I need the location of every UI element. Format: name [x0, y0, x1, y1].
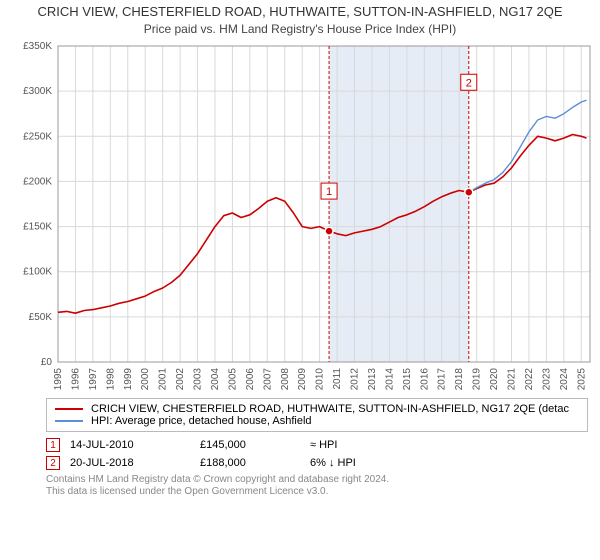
svg-text:2005: 2005	[227, 367, 238, 390]
sale-date: 20-JUL-2018	[70, 457, 190, 469]
svg-text:£150K: £150K	[23, 221, 52, 232]
sale-date: 14-JUL-2010	[70, 439, 190, 451]
svg-text:£350K: £350K	[23, 42, 52, 52]
sale-row: 2 20-JUL-2018 £188,000 6% ↓ HPI	[46, 456, 588, 470]
svg-text:1: 1	[326, 186, 332, 198]
sale-vs-hpi: ≈ HPI	[310, 439, 410, 451]
svg-text:£200K: £200K	[23, 176, 52, 187]
sales-table: 1 14-JUL-2010 £145,000 ≈ HPI 2 20-JUL-2018 £18…	[46, 438, 588, 470]
svg-text:2019: 2019	[472, 367, 483, 390]
svg-text:2000: 2000	[140, 367, 151, 390]
sale-price: £188,000	[200, 457, 300, 469]
svg-text:2014: 2014	[384, 367, 395, 390]
legend-row: CRICH VIEW, CHESTERFIELD ROAD, HUTHWAITE…	[55, 403, 579, 415]
svg-text:2002: 2002	[175, 367, 186, 390]
svg-text:£50K: £50K	[29, 311, 53, 322]
svg-text:2013: 2013	[367, 367, 378, 390]
svg-text:2020: 2020	[489, 367, 500, 390]
svg-text:£300K: £300K	[23, 86, 52, 97]
svg-text:1997: 1997	[88, 367, 99, 390]
svg-text:2018: 2018	[454, 367, 465, 390]
svg-text:2025: 2025	[576, 367, 587, 390]
chart-svg: £0 £50K £100K £150K £200K £250K £300K £350K 1995…	[6, 42, 594, 392]
svg-text:1998: 1998	[105, 367, 116, 390]
svg-text:2006: 2006	[245, 367, 256, 390]
svg-text:1995: 1995	[53, 367, 64, 390]
license-line-1: Contains HM Land Registry data © Crown c…	[46, 474, 594, 486]
sale-price: £145,000	[200, 439, 300, 451]
legend-label: CRICH VIEW, CHESTERFIELD ROAD, HUTHWAITE…	[91, 403, 569, 415]
legend: CRICH VIEW, CHESTERFIELD ROAD, HUTHWAITE…	[46, 398, 588, 432]
license-line-2: This data is licensed under the Open Gov…	[46, 486, 594, 498]
svg-text:2010: 2010	[315, 367, 326, 390]
svg-text:1996: 1996	[70, 367, 81, 390]
svg-text:2016: 2016	[419, 367, 430, 390]
legend-row: HPI: Average price, detached house, Ashf…	[55, 415, 579, 427]
legend-label: HPI: Average price, detached house, Ashf…	[91, 415, 312, 427]
svg-text:2003: 2003	[193, 367, 204, 390]
sale-number-badge: 2	[46, 456, 60, 470]
sale-vs-hpi: 6% ↓ HPI	[310, 457, 410, 469]
svg-text:2017: 2017	[437, 367, 448, 390]
sale-number-badge: 1	[46, 438, 60, 452]
svg-text:2024: 2024	[559, 367, 570, 390]
svg-text:2021: 2021	[507, 367, 518, 390]
page-title: CRICH VIEW, CHESTERFIELD ROAD, HUTHWAITE…	[6, 4, 594, 20]
legend-swatch	[55, 420, 83, 422]
svg-text:2011: 2011	[332, 367, 343, 389]
license-text: Contains HM Land Registry data © Crown c…	[46, 474, 594, 498]
svg-text:2007: 2007	[262, 367, 273, 390]
svg-text:2015: 2015	[402, 367, 413, 390]
svg-text:1999: 1999	[123, 367, 134, 390]
price-chart: £0 £50K £100K £150K £200K £250K £300K £350K 1995…	[6, 42, 594, 392]
svg-text:£250K: £250K	[23, 131, 52, 142]
svg-text:2004: 2004	[210, 367, 221, 390]
sale-row: 1 14-JUL-2010 £145,000 ≈ HPI	[46, 438, 588, 452]
page-subtitle: Price paid vs. HM Land Registry's House …	[6, 22, 594, 36]
svg-text:2001: 2001	[158, 367, 169, 390]
svg-text:2008: 2008	[280, 367, 291, 390]
svg-text:2: 2	[466, 77, 472, 89]
svg-text:£0: £0	[41, 357, 53, 368]
svg-text:£100K: £100K	[23, 266, 52, 277]
svg-text:2012: 2012	[350, 367, 361, 390]
svg-text:2022: 2022	[524, 367, 535, 390]
svg-text:2009: 2009	[297, 367, 308, 390]
legend-swatch	[55, 408, 83, 410]
svg-text:2023: 2023	[541, 367, 552, 390]
